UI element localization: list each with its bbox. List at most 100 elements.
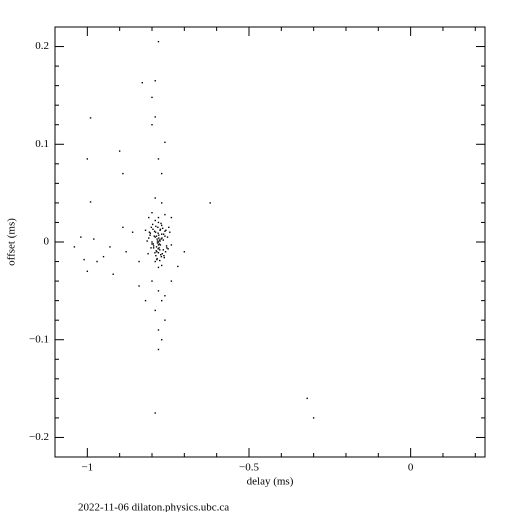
- point: [138, 260, 140, 263]
- point: [163, 256, 165, 259]
- point: [118, 150, 121, 152]
- point: [160, 255, 163, 258]
- point: [158, 247, 160, 249]
- point: [153, 230, 156, 232]
- point: [151, 241, 153, 243]
- point: [177, 265, 179, 268]
- point: [157, 241, 160, 243]
- point: [154, 219, 156, 222]
- x-axis-label: delay (ms): [247, 476, 294, 488]
- point: [146, 240, 148, 242]
- point: [80, 236, 82, 238]
- point: [159, 259, 161, 262]
- point: [170, 216, 173, 219]
- point: [150, 226, 153, 229]
- point: [153, 235, 155, 237]
- point: [157, 290, 160, 292]
- point: [151, 223, 154, 226]
- point: [159, 240, 161, 242]
- point: [160, 254, 162, 256]
- point: [164, 235, 166, 237]
- point: [150, 247, 152, 249]
- point: [160, 238, 162, 240]
- point: [157, 40, 160, 43]
- point: [96, 260, 98, 263]
- point: [158, 243, 161, 245]
- point: [157, 221, 160, 224]
- point: [170, 244, 173, 246]
- point: [156, 242, 159, 244]
- x-tick-label: 0: [408, 462, 414, 474]
- point: [149, 234, 151, 236]
- point: [89, 117, 92, 119]
- point: [138, 285, 140, 287]
- x-tick-label: −1: [81, 462, 93, 474]
- point: [158, 239, 161, 241]
- y-tick-label: −0.1: [29, 333, 49, 345]
- point: [209, 202, 211, 204]
- point: [154, 252, 156, 254]
- point: [131, 231, 134, 233]
- point: [160, 299, 163, 302]
- point: [149, 232, 152, 234]
- point: [122, 172, 124, 175]
- point: [141, 82, 143, 84]
- point: [157, 158, 160, 160]
- point: [156, 251, 158, 253]
- point: [112, 273, 114, 275]
- point: [151, 96, 153, 99]
- point: [160, 264, 163, 267]
- point: [157, 244, 160, 246]
- point: [157, 348, 160, 351]
- point: [144, 229, 147, 231]
- point: [165, 229, 167, 231]
- point: [312, 417, 315, 419]
- point: [157, 329, 160, 331]
- point: [158, 237, 160, 239]
- y-tick-label: 0.1: [35, 138, 49, 150]
- point: [156, 257, 158, 260]
- point: [148, 237, 150, 239]
- point: [155, 235, 158, 237]
- point: [155, 250, 157, 252]
- y-axis-label: offset (ms): [6, 218, 18, 266]
- point: [89, 201, 92, 203]
- point: [164, 213, 166, 216]
- point: [160, 202, 163, 204]
- plot-frame: [54, 26, 486, 458]
- point: [122, 226, 124, 229]
- point: [93, 238, 95, 240]
- point: [161, 237, 163, 239]
- point: [157, 216, 160, 219]
- point: [162, 249, 165, 251]
- point: [160, 233, 163, 235]
- point: [165, 245, 168, 247]
- point: [162, 233, 165, 235]
- point: [157, 266, 160, 269]
- point: [306, 397, 308, 400]
- point: [154, 116, 156, 118]
- point: [160, 224, 163, 227]
- point: [154, 309, 156, 312]
- point: [102, 255, 105, 258]
- point: [183, 251, 186, 253]
- point: [152, 243, 154, 245]
- point: [151, 211, 153, 214]
- point: [164, 251, 167, 253]
- point: [161, 227, 164, 230]
- point: [86, 158, 89, 160]
- point: [166, 236, 169, 238]
- point: [155, 254, 157, 257]
- point: [86, 270, 89, 273]
- point: [157, 226, 159, 229]
- point: [151, 280, 153, 282]
- point: [156, 258, 158, 261]
- point: [154, 80, 156, 82]
- point: [157, 252, 160, 254]
- point: [147, 253, 149, 255]
- point: [160, 339, 163, 341]
- y-tick-label: 0.2: [35, 40, 49, 52]
- point: [164, 295, 166, 297]
- point: [154, 197, 156, 199]
